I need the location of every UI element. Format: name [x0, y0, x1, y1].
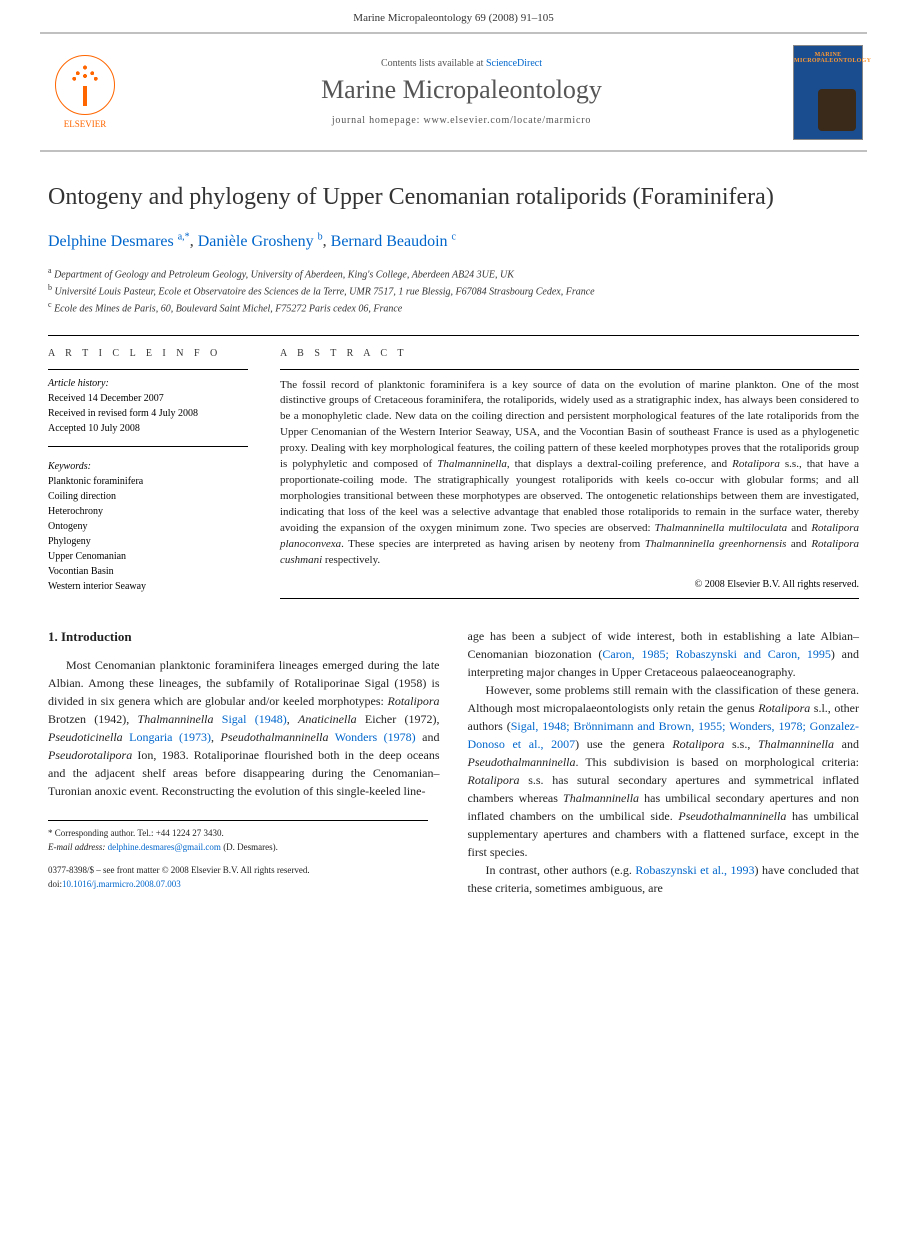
corr-author-line: * Corresponding author. Tel.: +44 1224 2…: [48, 827, 428, 841]
keyword: Planktonic foraminifera: [48, 474, 248, 489]
author-3[interactable]: Bernard Beaudoin c: [331, 233, 456, 250]
contents-available-line: Contents lists available at ScienceDirec…: [130, 58, 793, 69]
section-heading-intro: 1. Introduction: [48, 627, 440, 647]
article-info-label: A R T I C L E I N F O: [48, 348, 248, 359]
body-text: 1. Introduction Most Cenomanian plankton…: [48, 627, 859, 897]
author-list: Delphine Desmares a,*, Danièle Grosheny …: [48, 231, 859, 250]
keyword: Vocontian Basin: [48, 564, 248, 579]
journal-cover-thumbnail: MARINE MICROPALEONTOLOGY: [793, 45, 863, 140]
sciencedirect-link[interactable]: ScienceDirect: [486, 58, 542, 69]
intro-para-1-cont: age has been a subject of wide interest,…: [468, 627, 860, 681]
keyword: Heterochrony: [48, 504, 248, 519]
abstract-text: The fossil record of planktonic foramini…: [280, 378, 859, 569]
affiliations: a Department of Geology and Petroleum Ge…: [48, 265, 859, 317]
article-title: Ontogeny and phylogeny of Upper Cenomani…: [48, 182, 859, 213]
elsevier-logo: ELSEVIER: [40, 42, 130, 142]
info-divider-2: [48, 446, 248, 447]
journal-name: Marine Micropaleontology: [130, 75, 793, 105]
footer-meta: 0377-8398/$ – see front matter © 2008 El…: [48, 864, 440, 891]
abstract-panel: A B S T R A C T The fossil record of pla…: [280, 348, 859, 599]
abstract-divider: [280, 369, 859, 370]
elsevier-label: ELSEVIER: [64, 119, 107, 129]
abstract-divider-bottom: [280, 598, 859, 599]
journal-homepage-line: journal homepage: www.elsevier.com/locat…: [130, 115, 793, 126]
keyword: Phylogeny: [48, 534, 248, 549]
intro-para-1: Most Cenomanian planktonic foraminifera …: [48, 656, 440, 800]
intro-para-3: In contrast, other authors (e.g. Robaszy…: [468, 861, 860, 897]
journal-homepage-url: www.elsevier.com/locate/marmicro: [423, 115, 591, 126]
article-info-panel: A R T I C L E I N F O Article history: R…: [48, 348, 248, 599]
history-revised: Received in revised form 4 July 2008: [48, 406, 248, 421]
corresponding-author-footer: * Corresponding author. Tel.: +44 1224 2…: [48, 820, 428, 854]
issn-line: 0377-8398/$ – see front matter © 2008 El…: [48, 864, 440, 878]
history-label: Article history:: [48, 378, 248, 389]
abstract-copyright: © 2008 Elsevier B.V. All rights reserved…: [280, 579, 859, 590]
email-line: E-mail address: delphine.desmares@gmail.…: [48, 841, 428, 855]
elsevier-tree-icon: [55, 55, 115, 115]
keyword: Coiling direction: [48, 489, 248, 504]
cover-foram-image: [818, 89, 856, 131]
doi-link[interactable]: 10.1016/j.marmicro.2008.07.003: [62, 879, 181, 889]
author-1[interactable]: Delphine Desmares a,*: [48, 233, 190, 250]
affiliation-a: a Department of Geology and Petroleum Ge…: [48, 265, 859, 282]
abstract-label: A B S T R A C T: [280, 348, 859, 359]
history-received: Received 14 December 2007: [48, 391, 248, 406]
history-accepted: Accepted 10 July 2008: [48, 421, 248, 436]
intro-para-2: However, some problems still remain with…: [468, 681, 860, 861]
running-head: Marine Micropaleontology 69 (2008) 91–10…: [0, 0, 907, 32]
journal-banner: ELSEVIER Contents lists available at Sci…: [40, 32, 867, 152]
divider-top: [48, 335, 859, 336]
doi-line: doi:10.1016/j.marmicro.2008.07.003: [48, 878, 440, 892]
banner-center: Contents lists available at ScienceDirec…: [130, 58, 793, 126]
keywords-label: Keywords:: [48, 461, 248, 472]
info-divider: [48, 369, 248, 370]
article-info-row: A R T I C L E I N F O Article history: R…: [48, 348, 859, 599]
affiliation-b: b Université Louis Pasteur, Ecole et Obs…: [48, 282, 859, 299]
keyword: Western interior Seaway: [48, 579, 248, 594]
keyword: Upper Cenomanian: [48, 549, 248, 564]
corr-email-link[interactable]: delphine.desmares@gmail.com: [108, 842, 221, 852]
keyword: Ontogeny: [48, 519, 248, 534]
cover-title: MARINE MICROPALEONTOLOGY: [794, 46, 862, 64]
author-2[interactable]: Danièle Grosheny b: [198, 233, 323, 250]
affiliation-c: c Ecole des Mines de Paris, 60, Boulevar…: [48, 299, 859, 316]
